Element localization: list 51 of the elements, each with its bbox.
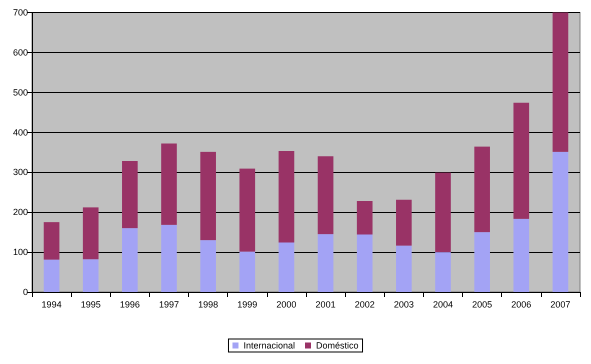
y-tick-label: 600	[12, 47, 28, 58]
x-tick-label: 1996	[120, 300, 140, 310]
y-tick-label: 700	[12, 8, 28, 18]
bar	[278, 242, 294, 292]
x-tick-label: 2004	[432, 300, 454, 310]
bar	[82, 207, 99, 260]
bar	[356, 200, 373, 235]
bar	[200, 152, 216, 240]
x-tick-label: 2001	[316, 300, 336, 310]
legend-label: Internacional	[243, 340, 296, 350]
bar	[396, 246, 412, 292]
x-tick-label: 2003	[394, 300, 414, 310]
y-tick-label: 400	[12, 127, 28, 138]
bar	[435, 252, 451, 292]
bar	[122, 228, 138, 292]
x-tick-label: 1999	[237, 300, 258, 310]
bar	[513, 102, 530, 219]
y-tick-label: 300	[12, 167, 28, 178]
bar	[44, 260, 60, 292]
y-tick-label: 200	[12, 207, 28, 218]
bar	[513, 218, 530, 292]
bar	[239, 168, 256, 252]
bar	[356, 234, 373, 292]
bar	[552, 152, 568, 292]
x-tick-label: 2000	[276, 300, 296, 310]
bar	[396, 200, 412, 246]
legend-label: Doméstico	[316, 340, 359, 350]
x-tick-label: 2006	[511, 300, 532, 310]
bar	[44, 222, 60, 260]
x-tick-label: 2002	[354, 300, 375, 310]
bar	[552, 12, 568, 152]
bar	[122, 161, 138, 228]
x-tick-label: 1995	[80, 300, 101, 310]
bar	[435, 172, 451, 252]
y-tick-label: 500	[12, 87, 28, 98]
x-tick-label: 2007	[550, 300, 570, 310]
y-tick-label: 100	[12, 247, 28, 258]
bar	[200, 240, 216, 292]
bar	[474, 146, 490, 232]
x-tick-label: 2005	[472, 300, 492, 310]
x-tick-label: 1994	[42, 300, 62, 310]
bar	[239, 252, 256, 292]
x-tick-label: 1998	[198, 300, 218, 310]
bar	[278, 151, 294, 242]
bar	[82, 259, 99, 292]
bar	[161, 143, 177, 225]
bar	[318, 156, 334, 234]
bar	[161, 224, 177, 292]
bar	[474, 232, 490, 292]
bar	[318, 234, 334, 292]
x-tick-label: 1997	[158, 300, 180, 310]
